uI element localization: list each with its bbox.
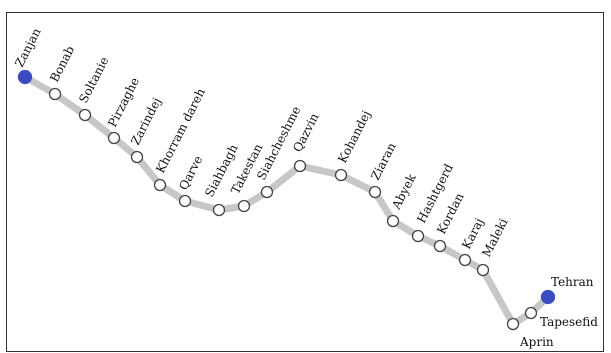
station-label-bonab: Bonab bbox=[47, 43, 77, 84]
station-marker-karaj bbox=[458, 253, 472, 267]
station-marker-soltanie bbox=[78, 108, 92, 122]
station-label-zanjan: Zanjan bbox=[12, 25, 44, 69]
station-label-soltanie: Soltanie bbox=[76, 55, 111, 106]
station-marker-hashtgerd bbox=[411, 229, 425, 243]
station-label-qarve: Qarve bbox=[176, 153, 205, 192]
station-marker-kordan bbox=[433, 239, 447, 253]
station-marker-qazvin bbox=[293, 159, 307, 173]
station-marker-siahcheshme bbox=[260, 185, 274, 199]
station-label-aprin: Aprin bbox=[519, 335, 554, 349]
station-label-tapesefid: Tapesefid bbox=[540, 315, 598, 329]
terminal-station-marker-zanjan bbox=[17, 69, 33, 85]
station-label-tehran: Tehran bbox=[551, 275, 594, 289]
station-marker-ziaran bbox=[368, 185, 382, 199]
station-marker-kohandej bbox=[334, 168, 348, 182]
station-label-pirzaghe: Pirzaghe bbox=[105, 75, 142, 129]
station-marker-pirzaghe bbox=[107, 131, 121, 145]
station-marker-khorram-dareh bbox=[153, 178, 167, 192]
station-marker-aprin bbox=[506, 317, 520, 331]
station-label-kohandej: Kohandej bbox=[335, 108, 373, 165]
station-marker-maleki bbox=[476, 263, 490, 277]
frame-border bbox=[6, 12, 604, 352]
station-marker-takestan bbox=[237, 199, 251, 213]
station-marker-siahbagh bbox=[212, 203, 226, 217]
station-label-ziaran: Ziaran bbox=[368, 140, 399, 182]
station-marker-zarindej bbox=[130, 150, 144, 164]
station-marker-bonab bbox=[48, 87, 62, 101]
station-label-zarindej: Zarindej bbox=[128, 95, 164, 147]
station-marker-tapesefid bbox=[524, 306, 538, 320]
station-marker-abyek bbox=[386, 214, 400, 228]
terminal-station-marker-tehran bbox=[540, 289, 556, 305]
station-label-abyek: Abyek bbox=[389, 171, 419, 212]
station-marker-qarve bbox=[178, 194, 192, 208]
